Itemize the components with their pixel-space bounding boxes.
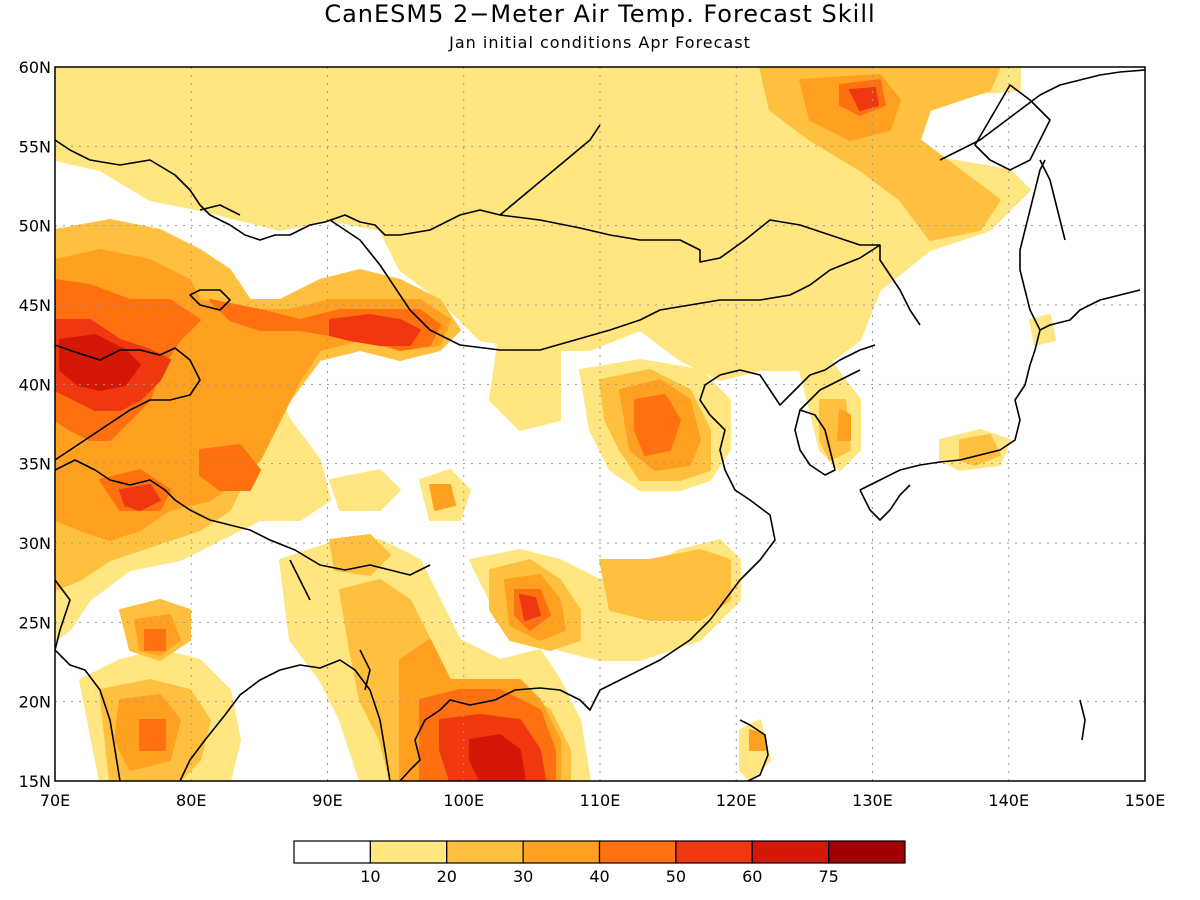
lat-tick-label: 35N	[19, 455, 51, 474]
latitude-tick-labels: 15N 20N 25N 30N 35N 40N 45N 50N 55N 60N	[19, 58, 51, 791]
korea-peninsula	[794, 409, 836, 476]
lat-tick-label: 40N	[19, 375, 51, 394]
lon-tick-label: 70E	[40, 791, 70, 810]
lon-tick-label: 140E	[988, 791, 1029, 810]
lat-tick-label: 60N	[19, 58, 51, 77]
lon-tick-label: 100E	[443, 791, 484, 810]
colorbar-labels: 10 20 30 40 50 60 75	[360, 867, 839, 886]
lon-tick-label: 80E	[176, 791, 206, 810]
colorbar-label: 30	[513, 867, 533, 886]
aral-lake	[189, 289, 231, 311]
colorbar-swatch	[598, 840, 677, 864]
lat-tick-label: 15N	[19, 772, 51, 791]
map-frame	[54, 66, 1146, 782]
graticule	[55, 67, 1145, 781]
skill-shading	[55, 67, 1056, 781]
lat-tick-label: 20N	[19, 693, 51, 712]
lon-tick-label: 110E	[580, 791, 621, 810]
colorbar	[293, 840, 906, 864]
lon-tick-label: 130E	[852, 791, 893, 810]
colorbar-label: 50	[666, 867, 686, 886]
lat-tick-label: 50N	[19, 217, 51, 236]
lat-tick-label: 30N	[19, 534, 51, 553]
coastlines-and-borders	[55, 69, 1145, 781]
lat-tick-label: 25N	[19, 613, 51, 632]
colorbar-label: 60	[742, 867, 762, 886]
colorbar-swatch	[293, 840, 371, 864]
map-title: CanESM5 2−Meter Air Temp. Forecast Skill	[324, 0, 876, 28]
colorbar-swatch	[369, 840, 448, 864]
shading-level-60-75	[59, 334, 526, 781]
lat-tick-label: 45N	[19, 296, 51, 315]
colorbar-swatch	[828, 840, 906, 864]
lon-tick-label: 150E	[1125, 791, 1166, 810]
colorbar-swatch	[522, 840, 601, 864]
longitude-tick-labels: 70E 80E 90E 100E 110E 120E 130E 140E 150E	[40, 791, 1166, 810]
colorbar-swatch	[446, 840, 524, 864]
colorbar-label: 40	[589, 867, 609, 886]
colorbar-label: 10	[360, 867, 380, 886]
lon-tick-label: 90E	[312, 791, 342, 810]
lon-tick-label: 120E	[716, 791, 757, 810]
colorbar-label: 75	[818, 867, 838, 886]
colorbar-swatch	[751, 840, 830, 864]
taiwan	[739, 719, 769, 781]
colorbar-swatch	[675, 840, 753, 864]
okhotsk-coast	[974, 84, 1051, 171]
colorbar-label: 20	[437, 867, 457, 886]
map-subtitle: Jan initial conditions Apr Forecast	[449, 33, 751, 52]
lat-tick-label: 55N	[19, 137, 51, 156]
baikal-lake	[499, 124, 601, 216]
